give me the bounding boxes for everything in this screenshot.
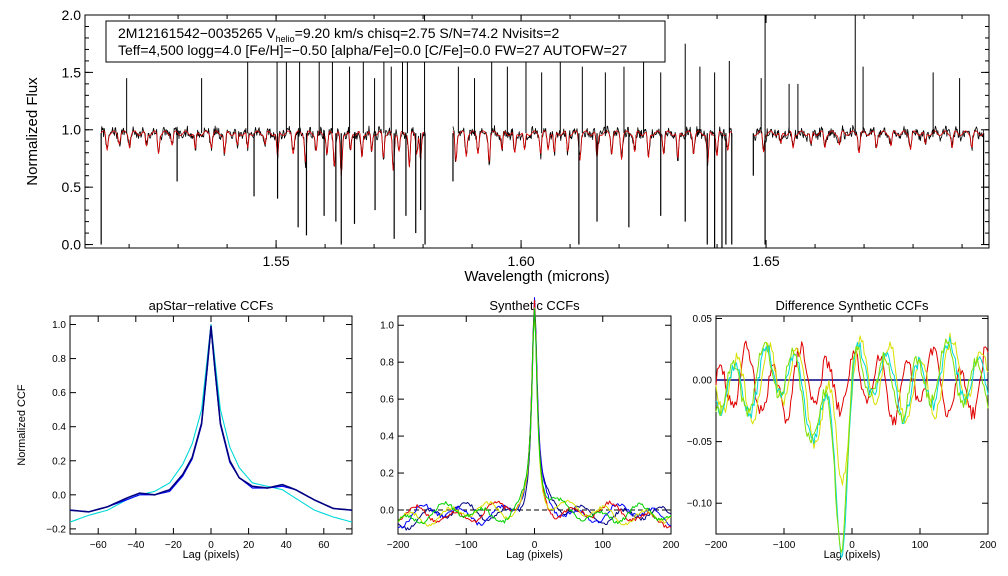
x-tick-label: 0 [849, 540, 855, 551]
y-tick-label: 2.0 [62, 7, 82, 23]
y-tick-label: 0.5 [62, 179, 82, 195]
plot-frame [84, 14, 990, 249]
spectrum-panel: 1.55 1.60 1.65 0.0 0.5 1.0 1.5 2.0 Wavelength (m… [24, 7, 990, 285]
x-tick-label: 60 [318, 540, 330, 551]
x-tick-label: 200 [980, 540, 997, 551]
difference-ccf-panel: −200 −100 0 100 200 −0.10 −0.05 0.00 0.05 Differe… [687, 298, 997, 561]
x-tick-label: −20 [165, 540, 182, 551]
difference-ccf-yellow-residual [715, 332, 989, 486]
synthetic-ccf-visit-2 [397, 297, 672, 529]
annotation-stats: =9.20 km/s chisq=2.75 S/N=74.2 Nvisits=2 [295, 25, 560, 41]
x-axis-label: Lag (pixels) [183, 549, 240, 561]
annotation-subscript: helio [276, 34, 295, 44]
y-tick-label: 0.8 [52, 354, 66, 365]
y-tick-label: 0.6 [52, 388, 66, 399]
x-tick-label: −200 [387, 540, 410, 551]
x-axis-label: Lag (pixels) [506, 549, 563, 561]
annotation-line-2: Teff=4,500 logg=4.0 [Fe/H]=−0.50 [alpha/… [118, 42, 627, 58]
x-tick-label: 40 [281, 540, 293, 551]
synthetic-spectrum-segment [100, 130, 426, 177]
synthetic-ccf-visit-1 [397, 305, 672, 531]
chart-title: apStar−relative CCFs [149, 298, 274, 313]
spectrum-lines [100, 15, 985, 248]
y-tick-label: 0.4 [380, 432, 394, 443]
x-tick-label: 100 [912, 540, 929, 551]
x-tick-label: 100 [594, 540, 611, 551]
y-tick-label: 0.00 [693, 376, 713, 387]
y-tick-label: 1.0 [62, 122, 82, 138]
x-tick-label: −200 [705, 540, 728, 551]
annotation-star-id: 2M12161542−0035265 V [118, 25, 276, 41]
y-tick-label: −0.05 [687, 437, 713, 448]
x-tick-label: −60 [90, 540, 107, 551]
x-tick-label: 1.60 [507, 253, 534, 269]
x-tick-label: 0 [208, 540, 214, 551]
x-tick-label: 1.65 [752, 253, 779, 269]
x-tick-label: −100 [455, 540, 478, 551]
synthetic-spectrum-segment [753, 130, 984, 154]
x-axis-label: Lag (pixels) [824, 549, 881, 561]
apstar-ccf-panel: −60 −40 −20 0 20 40 60 −0.2 0.0 0.2 0.4 0.6 0.8 1.0 ap… [16, 298, 353, 561]
annotation-box [105, 20, 666, 63]
y-tick-label: 0.8 [380, 358, 394, 369]
y-tick-label: 0.05 [693, 314, 713, 325]
annotation-line-1: 2M12161542−0035265 Vhelio=9.20 km/s chis… [118, 25, 559, 44]
synthetic-ccf-panel: −200 −100 0 100 2000.00.20.40.60.81.0Synthet… [380, 297, 680, 561]
y-tick-label: 0.0 [380, 505, 394, 516]
ccf-line-visit-1 [69, 325, 353, 513]
y-axis-label: Normalized Flux [24, 77, 41, 186]
x-tick-label: 20 [243, 540, 255, 551]
plot-frame [69, 315, 353, 535]
y-tick-label: 1.0 [52, 320, 66, 331]
observed-spectrum-segment [752, 124, 985, 151]
y-tick-label: −0.10 [687, 499, 713, 510]
chart-title: Difference Synthetic CCFs [776, 298, 929, 313]
synthetic-ccf-template-green [397, 308, 672, 525]
x-tick-label: 1.55 [262, 253, 289, 269]
y-tick-label: 0.6 [380, 395, 394, 406]
difference-ccf-cyan-residual [715, 336, 989, 559]
y-tick-label: 1.0 [380, 321, 394, 332]
x-tick-label: −100 [773, 540, 796, 551]
y-tick-label: 0.2 [380, 469, 394, 480]
observed-spectrum-segment [100, 125, 426, 172]
y-tick-label: 0.0 [62, 236, 82, 252]
y-tick-label: 0.2 [52, 456, 66, 467]
synthetic-ccf-template-yellow [397, 307, 672, 527]
x-axis-label: Wavelength (microns) [464, 268, 609, 285]
ccf-line-visit-2 [69, 327, 353, 513]
synthetic-ccf-template-red [397, 299, 672, 529]
y-tick-label: −0.2 [46, 524, 66, 535]
x-tick-label: 200 [663, 540, 680, 551]
plot-frame [397, 315, 672, 535]
x-tick-label: −40 [127, 540, 144, 551]
difference-ccf-red-residual [715, 340, 989, 426]
difference-ccf-green-residual [715, 338, 989, 553]
y-tick-label: 0.0 [52, 490, 66, 501]
y-tick-label: 1.5 [62, 64, 82, 80]
y-tick-label: 0.4 [52, 422, 66, 433]
x-tick-label: 0 [532, 540, 538, 551]
ccf-line-combined [69, 323, 353, 523]
y-axis-label: Normalized CCF [16, 384, 28, 466]
